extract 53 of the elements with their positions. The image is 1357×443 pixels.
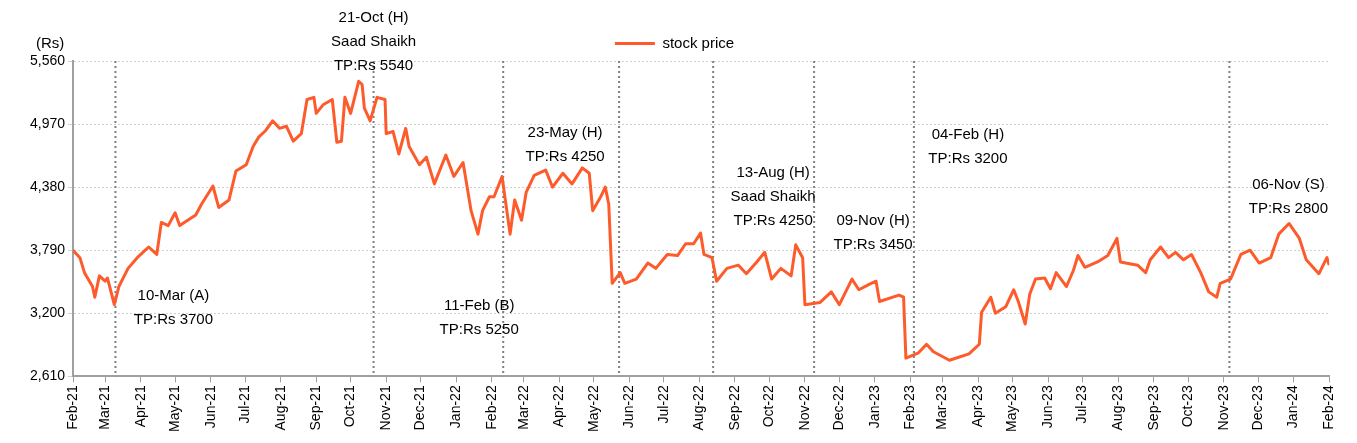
x-tick-label: Aug-22 [690, 385, 707, 431]
x-tick-label: Mar-22 [514, 385, 531, 430]
x-tick-label: Mar-23 [933, 385, 950, 430]
y-tick-label: 2,610 [29, 367, 66, 384]
x-tick-label: Feb-21 [63, 385, 80, 430]
y-tick-label: 3,200 [29, 304, 66, 321]
ref-line-label: 11-Feb (B) TP:Rs 5250 [439, 295, 519, 337]
x-tick-label: Feb-23 [901, 385, 918, 430]
ref-line-label: 23-May (H) TP:Rs 4250 [525, 122, 605, 164]
x-tick-label: Aug-21 [271, 385, 288, 431]
ref-line-label: 09-Nov (H) TP:Rs 3450 [833, 210, 913, 252]
x-tick-label: Jul-21 [235, 385, 252, 424]
ref-line-label: 21-Oct (H) Saad Shaikh TP:Rs 5540 [331, 7, 417, 73]
x-tick-label: Apr-21 [131, 385, 148, 428]
ref-line-label: 06-Nov (S) TP:Rs 2800 [1248, 174, 1328, 216]
y-tick-label: 4,970 [29, 114, 66, 131]
x-tick-label: Jul-23 [1073, 385, 1090, 424]
x-tick-label: Nov-23 [1214, 385, 1231, 431]
ref-line-label: 10-Mar (A) TP:Rs 3700 [133, 285, 214, 327]
x-tick-label: Mar-21 [95, 385, 112, 430]
x-tick-label: Oct-21 [341, 385, 358, 428]
x-tick-label: Jan-23 [865, 385, 882, 429]
x-tick-label: Jun-23 [1038, 385, 1055, 429]
x-tick-label: Sep-21 [307, 385, 324, 431]
y-tick-label: 5,560 [29, 51, 66, 68]
x-tick-label: Sep-23 [1144, 385, 1161, 431]
x-tick-label: Jul-22 [654, 385, 671, 424]
y-tick-label: 4,380 [29, 177, 66, 194]
x-tick-label: Dec-22 [830, 385, 847, 431]
x-tick-label: Nov-22 [795, 385, 812, 431]
x-tick-label: Apr-22 [550, 385, 567, 428]
x-tick-label: Sep-22 [725, 385, 742, 431]
x-tick-label: Feb-24 [1320, 385, 1337, 430]
x-tick-label: Jan-22 [447, 385, 464, 429]
x-tick-label: Dec-21 [411, 385, 428, 431]
y-axis-title: (Rs) [36, 33, 65, 51]
x-tick-label: Feb-22 [482, 385, 499, 430]
x-tick-label: Oct-22 [760, 385, 777, 428]
y-tick-label: 3,790 [29, 241, 66, 258]
ref-line-label: 04-Feb (H) TP:Rs 3200 [928, 124, 1008, 166]
x-tick-label: Jun-21 [201, 385, 218, 429]
x-tick-label: May-22 [584, 385, 601, 432]
x-tick-label: May-23 [1003, 385, 1020, 432]
legend-label: stock price [662, 33, 735, 51]
x-tick-label: Jan-24 [1284, 385, 1301, 429]
x-tick-label: Jun-22 [620, 385, 637, 429]
x-tick-label: Aug-23 [1108, 385, 1125, 431]
ref-line-label: 13-Aug (H) Saad Shaikh TP:Rs 4250 [730, 162, 816, 228]
x-tick-label: Oct-23 [1178, 385, 1195, 428]
x-tick-label: Dec-23 [1248, 385, 1265, 431]
x-tick-label: May-21 [165, 385, 182, 432]
x-tick-label: Nov-21 [377, 385, 394, 431]
x-tick-label: Apr-23 [969, 385, 986, 428]
